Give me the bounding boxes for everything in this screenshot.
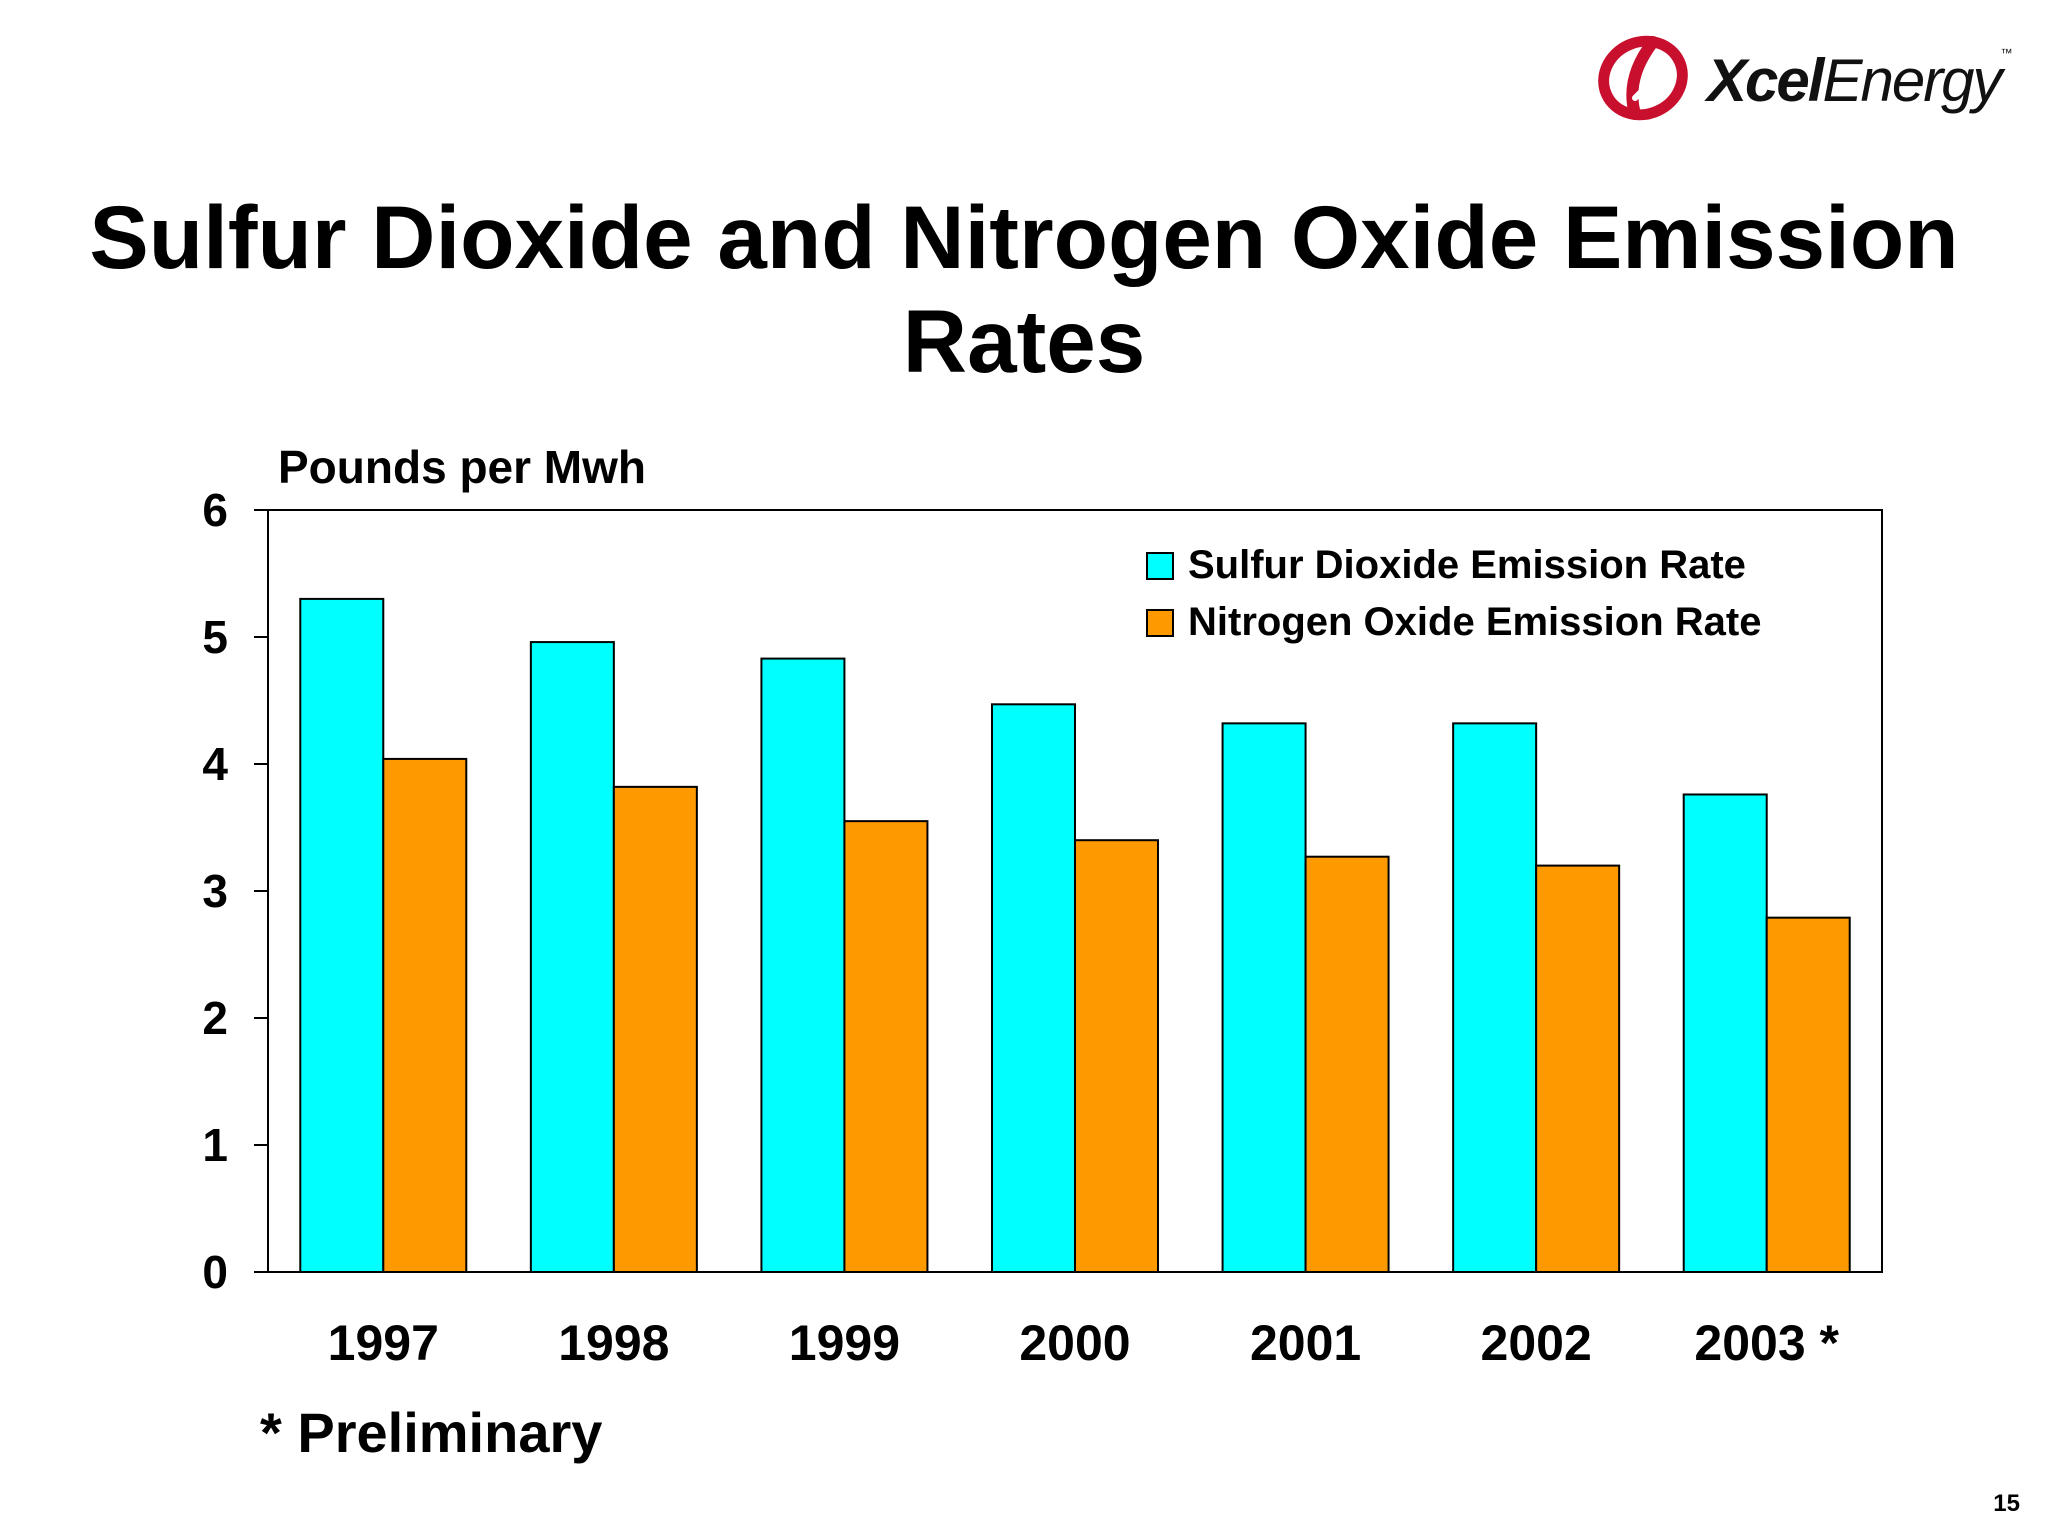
so2-bar [1221,722,1307,1273]
x-category-label: 1997 [328,1315,439,1371]
x-category-label: 2003 * [1694,1315,1839,1371]
page-number: 15 [1993,1490,2020,1517]
nox-bar [1765,916,1851,1273]
logo-brand-bold: Xcel [1707,47,1824,114]
x-category-label: 2002 [1481,1315,1592,1371]
y-tick-label: 0 [202,1246,228,1298]
x-category-label: 2000 [1019,1315,1130,1371]
slide-title: Sulfur Dioxide and Nitrogen Oxide Emissi… [89,187,1959,391]
so2-bar [1682,793,1768,1273]
legend-label: Nitrogen Oxide Emission Rate [1188,600,1761,644]
so2-bar [299,597,385,1273]
x-category-label: 2001 [1250,1315,1361,1371]
so2-bar [760,657,846,1273]
legend-swatch [1146,552,1174,580]
logo-wordmark: XcelEnergy™ [1707,46,2013,115]
y-tick-label: 6 [202,484,228,536]
logo-brand-light: Energy [1822,47,2002,114]
y-tick-label: 1 [202,1119,228,1171]
legend-label: Sulfur Dioxide Emission Rate [1188,543,1746,587]
nox-bar [612,785,698,1273]
x-category-label: 1998 [558,1315,669,1371]
logo-trademark: ™ [2000,46,2013,60]
x-category-label: 1999 [789,1315,900,1371]
y-tick-label: 2 [202,992,228,1044]
xcel-energy-logo: XcelEnergy™ [1595,28,2025,128]
y-tick-label: 3 [202,865,228,917]
so2-bar [991,703,1076,1273]
nox-bar [1535,864,1621,1273]
so2-bar [1452,722,1538,1273]
nox-bar [1074,839,1159,1273]
so2-bar [529,641,615,1273]
y-axis-label: Pounds per Mwh [278,441,646,493]
xcel-swirl-icon [1598,35,1688,121]
nox-bar [843,820,929,1274]
preliminary-footnote: * Preliminary [260,1401,603,1464]
nox-bar [1304,855,1390,1274]
y-tick-label: 4 [202,738,228,790]
nox-bar [382,757,468,1273]
y-tick-label: 5 [202,611,228,663]
legend-swatch [1146,609,1174,637]
